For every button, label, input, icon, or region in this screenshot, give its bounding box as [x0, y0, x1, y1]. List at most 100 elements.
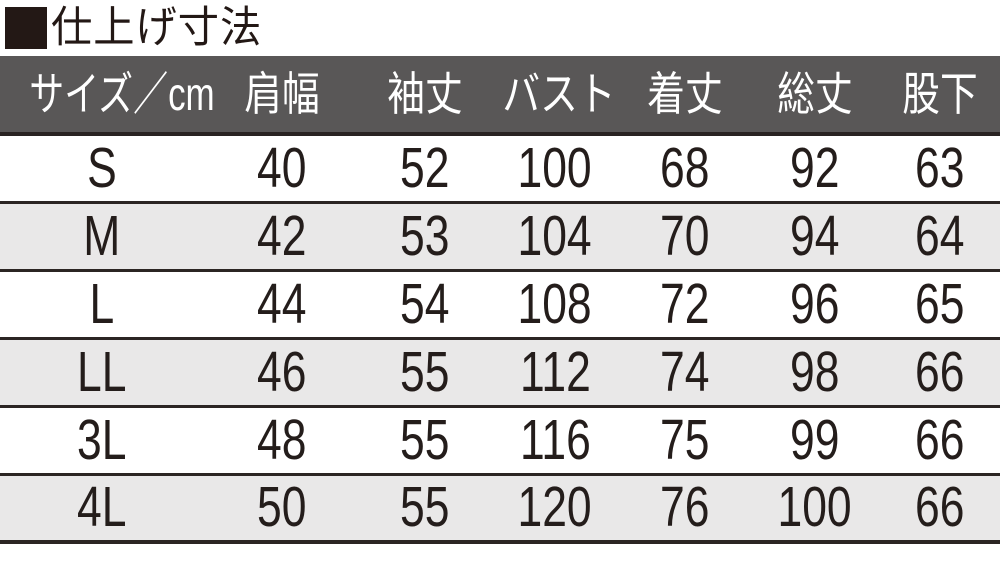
- cell-value: 74: [660, 339, 710, 404]
- cell-value: 70: [660, 203, 710, 268]
- column-header-label: 股下: [901, 68, 978, 120]
- size-label-cell: L: [0, 270, 204, 340]
- value-cell: 96: [750, 270, 879, 340]
- value-cell: 70: [620, 202, 750, 272]
- cell-value: 66: [914, 339, 965, 404]
- column-header-inseam: 股下: [879, 56, 1000, 136]
- value-cell: 112: [490, 338, 620, 408]
- value-cell: 55: [360, 338, 490, 408]
- column-header-shoulder: 肩幅: [204, 56, 360, 136]
- table-header-row: サイズ／cm 肩幅 袖丈 バスト 着丈 総丈 股下: [0, 56, 1000, 136]
- cell-value: 55: [400, 475, 450, 540]
- column-header-label: 着丈: [647, 68, 723, 120]
- column-header-bust: バスト: [490, 56, 620, 136]
- cell-value: 66: [914, 407, 965, 472]
- value-cell: 98: [750, 338, 879, 408]
- column-header-sleeve: 袖丈: [360, 56, 490, 136]
- title-square-icon: [5, 7, 47, 49]
- value-cell: 100: [750, 474, 879, 544]
- cell-value: 92: [789, 135, 840, 200]
- value-cell: 65: [879, 270, 1000, 340]
- cell-value: 63: [914, 135, 965, 200]
- cell-value: 98: [789, 339, 840, 404]
- value-cell: 44: [204, 270, 360, 340]
- cell-value: 44: [257, 271, 307, 336]
- cell-value: 68: [660, 135, 710, 200]
- cell-value: 52: [400, 135, 450, 200]
- size-table: サイズ／cm 肩幅 袖丈 バスト 着丈 総丈 股下 S 40 52 100 68…: [0, 56, 1000, 544]
- cell-value: 53: [400, 203, 450, 268]
- cell-value: 108: [517, 271, 593, 336]
- value-cell: 68: [620, 134, 750, 204]
- cell-value: 50: [257, 475, 307, 540]
- value-cell: 72: [620, 270, 750, 340]
- value-cell: 50: [204, 474, 360, 544]
- size-label-cell: 3L: [0, 406, 204, 476]
- cell-value: 42: [257, 203, 307, 268]
- size-label: L: [89, 271, 115, 336]
- value-cell: 48: [204, 406, 360, 476]
- table-row-4l: 4L 50 55 120 76 100 66: [0, 474, 1000, 544]
- cell-value: 100: [517, 135, 593, 200]
- page-title-text: 仕上げ寸法: [51, 3, 263, 52]
- cell-value: 40: [257, 135, 307, 200]
- table-row-3l: 3L 48 55 116 75 99 66: [0, 406, 1000, 476]
- size-label: LL: [77, 339, 127, 404]
- table-row-ll: LL 46 55 112 74 98 66: [0, 338, 1000, 408]
- value-cell: 99: [750, 406, 879, 476]
- column-header-label: バスト: [502, 68, 616, 120]
- value-cell: 46: [204, 338, 360, 408]
- size-label-cell: S: [0, 134, 204, 204]
- value-cell: 54: [360, 270, 490, 340]
- cell-value: 64: [914, 203, 965, 268]
- cell-value: 65: [914, 271, 965, 336]
- column-header-label: 袖丈: [387, 68, 463, 120]
- cell-value: 55: [400, 339, 450, 404]
- value-cell: 66: [879, 338, 1000, 408]
- value-cell: 100: [490, 134, 620, 204]
- size-label-cell: M: [0, 202, 204, 272]
- cell-value: 100: [777, 475, 852, 540]
- cell-value: 104: [517, 203, 593, 268]
- cell-value: 120: [517, 475, 593, 540]
- size-label-cell: LL: [0, 338, 204, 408]
- value-cell: 104: [490, 202, 620, 272]
- cell-value: 48: [257, 407, 307, 472]
- table-row-m: M 42 53 104 70 94 64: [0, 202, 1000, 272]
- value-cell: 64: [879, 202, 1000, 272]
- value-cell: 55: [360, 474, 490, 544]
- value-cell: 120: [490, 474, 620, 544]
- cell-value: 116: [519, 407, 591, 472]
- cell-value: 66: [914, 475, 965, 540]
- size-label: 4L: [77, 475, 127, 540]
- value-cell: 94: [750, 202, 879, 272]
- cell-value: 99: [789, 407, 840, 472]
- cell-value: 46: [257, 339, 307, 404]
- column-header-label: 総丈: [776, 68, 853, 120]
- value-cell: 53: [360, 202, 490, 272]
- page-title: 仕上げ寸法: [0, 0, 1000, 56]
- size-label: M: [83, 203, 121, 268]
- cell-value: 76: [660, 475, 710, 540]
- value-cell: 66: [879, 474, 1000, 544]
- value-cell: 116: [490, 406, 620, 476]
- value-cell: 63: [879, 134, 1000, 204]
- cell-value: 55: [400, 407, 450, 472]
- value-cell: 42: [204, 202, 360, 272]
- column-header-label: 肩幅: [244, 68, 320, 120]
- cell-value: 54: [400, 271, 450, 336]
- cell-value: 75: [660, 407, 710, 472]
- value-cell: 75: [620, 406, 750, 476]
- column-header-label: サイズ／cm: [29, 68, 215, 120]
- cell-value: 96: [789, 271, 840, 336]
- cell-value: 112: [519, 339, 591, 404]
- value-cell: 52: [360, 134, 490, 204]
- value-cell: 76: [620, 474, 750, 544]
- value-cell: 40: [204, 134, 360, 204]
- size-label: 3L: [77, 407, 127, 472]
- cell-value: 94: [789, 203, 840, 268]
- table-row-s: S 40 52 100 68 92 63: [0, 134, 1000, 204]
- column-header-body-length: 着丈: [620, 56, 750, 136]
- value-cell: 66: [879, 406, 1000, 476]
- cell-value: 72: [660, 271, 710, 336]
